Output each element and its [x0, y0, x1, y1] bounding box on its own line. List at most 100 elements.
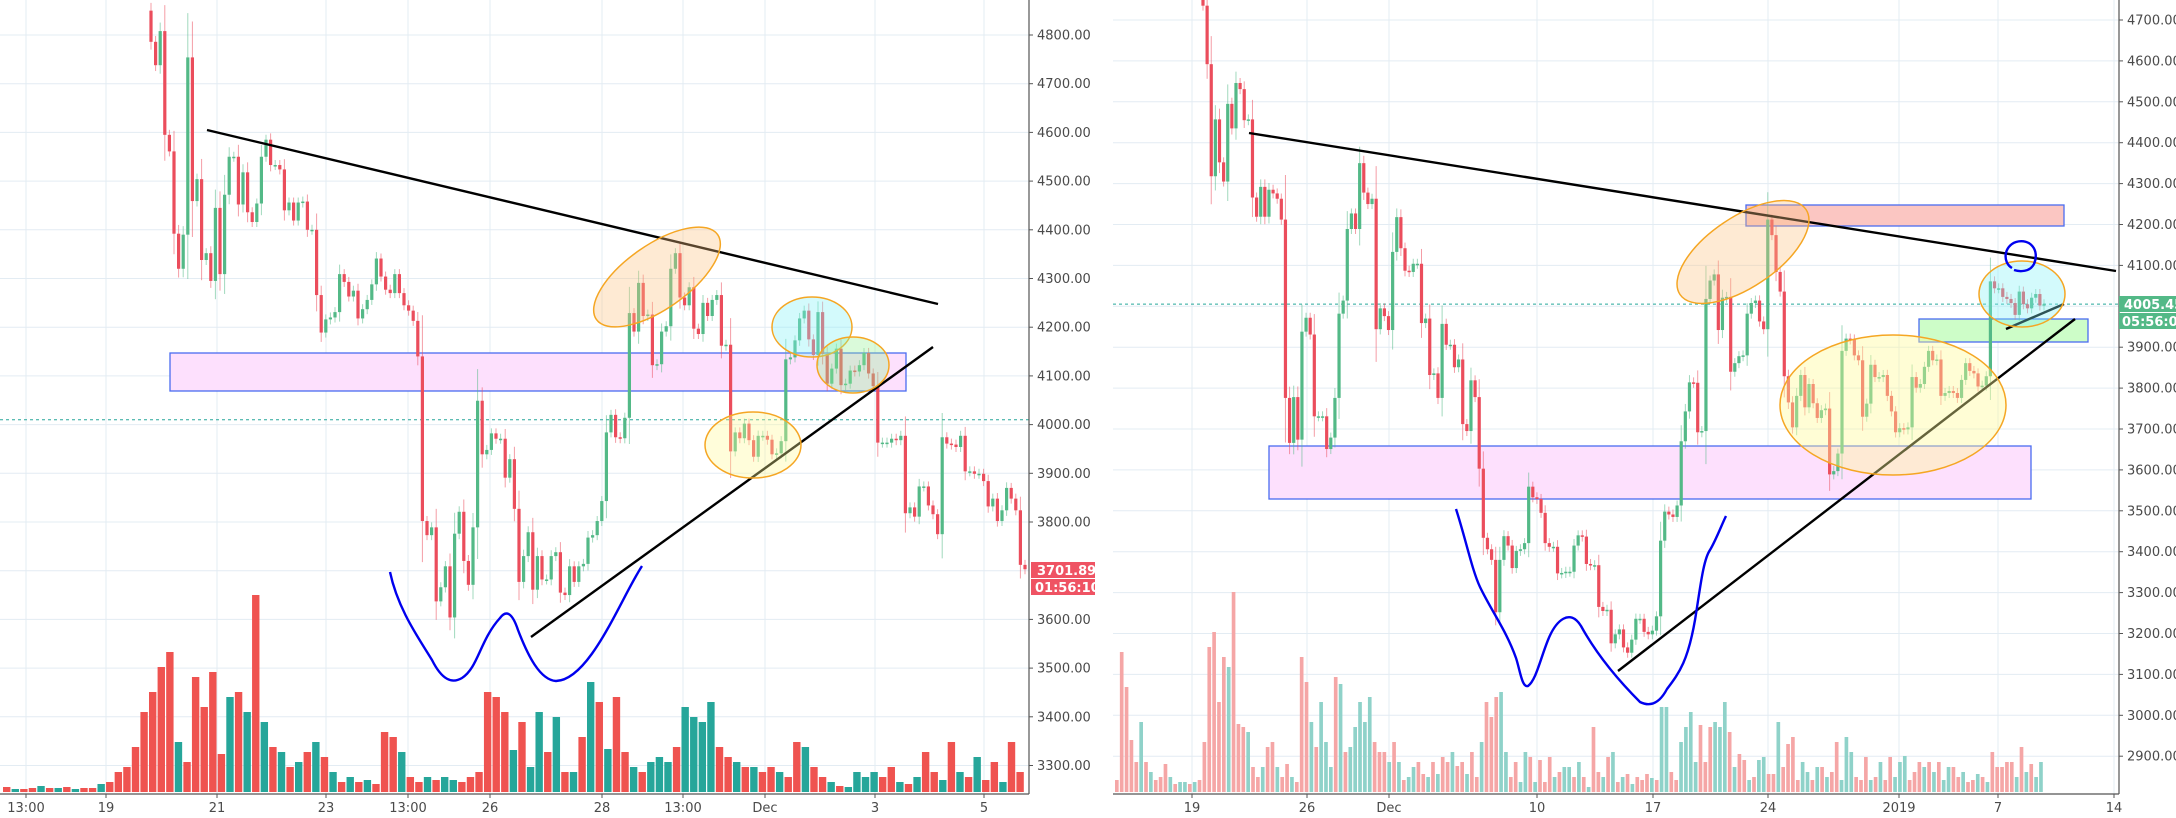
candle-body: [241, 172, 245, 205]
volume-bar: [1795, 780, 1800, 792]
volume-bar: [715, 747, 724, 792]
volume-bar: [286, 767, 294, 792]
candle-body: [324, 319, 328, 333]
left-support-zone[interactable]: [169, 352, 907, 392]
time-tick-label: 17: [1645, 801, 1662, 816]
candle-body: [890, 438, 894, 443]
candle-body: [1201, 0, 1205, 6]
candle-body: [1481, 468, 1485, 538]
candle-body: [959, 435, 963, 448]
candle-body: [1522, 543, 1527, 550]
candle-body: [830, 368, 834, 384]
volume-bar: [355, 782, 363, 792]
candle-body: [1939, 359, 1943, 396]
volume-bar: [1946, 767, 1951, 792]
candle-body: [172, 151, 176, 234]
candle-body: [1819, 410, 1823, 418]
candle-body: [706, 302, 710, 316]
left-ascending-trendline[interactable]: [530, 346, 934, 638]
right-price-axis[interactable]: 4700.00 4600.00 4500.00 4400.00 4300.00 4200.…: [2118, 0, 2176, 794]
candle-body: [1980, 385, 1984, 388]
right-time-axis[interactable]: 19 26 Dec 10 17 24 2019 7 14: [1113, 793, 2122, 816]
left-orange-ellipse[interactable]: [578, 208, 736, 345]
price-tick-label: 3300.00: [2127, 586, 2176, 601]
volume-bar: [827, 782, 835, 792]
volume-bar: [1367, 697, 1372, 792]
left-green-ellipse[interactable]: [816, 336, 890, 394]
right-orange-ellipse[interactable]: [1660, 180, 1825, 323]
volume-bar: [1893, 777, 1897, 792]
left-chart-panel[interactable]: 4800.00 4700.00 4600.00 4500.00 4400.00 4300.…: [0, 0, 1100, 816]
candle-body: [1902, 428, 1906, 430]
candle-body: [1621, 629, 1626, 648]
volume-bar: [1450, 752, 1455, 792]
candle-body: [669, 268, 673, 327]
right-volume-bars: [1115, 592, 2043, 792]
candle-body: [1972, 370, 1976, 374]
candle-body: [949, 443, 953, 446]
volume-bar: [1786, 744, 1790, 792]
candle-body: [1436, 373, 1440, 398]
candle-body: [1279, 198, 1283, 220]
volume-bar: [664, 762, 672, 792]
candle-body: [430, 527, 434, 536]
left-price-axis[interactable]: 4800.00 4700.00 4600.00 4500.00 4400.00 4300.…: [1028, 0, 1091, 794]
candle-body: [1729, 296, 1733, 372]
candle-body: [1489, 549, 1494, 560]
right-blue-circle-marker[interactable]: [2004, 240, 2037, 273]
volume-bar: [1781, 767, 1786, 792]
volume-bar: [1956, 777, 1961, 792]
volume-bar: [1363, 722, 1367, 792]
right-ascending-trendline[interactable]: [1617, 318, 2076, 672]
candle-body: [425, 521, 429, 536]
volume-bar: [1153, 780, 1158, 792]
candle-body: [1399, 217, 1403, 249]
price-tick-label: 3900.00: [2127, 341, 2176, 356]
volume-bar: [475, 772, 483, 792]
right-support-zone[interactable]: [1268, 445, 2032, 500]
candle-body: [1498, 559, 1502, 613]
right-cyan-ellipse[interactable]: [1978, 260, 2066, 328]
volume-bar: [1611, 752, 1615, 792]
candle-body: [683, 297, 687, 306]
volume-bar: [1251, 767, 1255, 792]
candle-body: [1254, 197, 1259, 217]
candle-body: [2030, 297, 2034, 309]
volume-bar: [1343, 752, 1348, 792]
candle-body: [466, 560, 470, 585]
volume-bar: [1737, 754, 1742, 792]
right-descending-trendline[interactable]: [1248, 131, 2117, 273]
price-tick-label: 4300.00: [2127, 177, 2176, 192]
volume-bar: [973, 757, 981, 792]
volume-bar: [1844, 737, 1849, 792]
left-double-bottom-curve[interactable]: [388, 565, 644, 683]
time-tick-label: 28: [594, 801, 611, 816]
volume-bar: [913, 777, 921, 792]
candle-body: [1283, 219, 1288, 398]
price-tick-label: 3500.00: [2127, 504, 2176, 519]
candle-body: [1836, 453, 1840, 472]
volume-bar: [561, 772, 569, 792]
candle-body: [462, 511, 466, 561]
candle-body: [351, 290, 355, 297]
right-yellow-ellipse[interactable]: [1779, 334, 2007, 476]
candle-body: [255, 203, 259, 223]
candle-body: [232, 156, 236, 159]
candle-body: [1626, 647, 1630, 653]
volume-bar: [1479, 742, 1484, 792]
right-breakout-zone[interactable]: [1918, 318, 2089, 343]
right-resistance-zone[interactable]: [1745, 204, 2065, 227]
left-yellow-ellipse[interactable]: [704, 411, 802, 479]
right-double-bottom-curve[interactable]: [1454, 508, 1728, 706]
right-chart-panel[interactable]: 4700.00 4600.00 4500.00 4400.00 4300.00 4200.…: [1113, 0, 2176, 816]
left-time-axis[interactable]: 13:00 19 21 23 13:00 26 28 13:00 Dec 3 5: [0, 793, 1029, 816]
right-short-trendline[interactable]: [2005, 302, 2065, 331]
volume-bar: [389, 737, 397, 792]
left-descending-trendline[interactable]: [206, 128, 939, 306]
volume-bar: [1927, 762, 1931, 792]
candle-body: [581, 563, 585, 567]
candle-body: [1642, 618, 1646, 632]
candle-body: [471, 527, 475, 585]
volume-bar: [1499, 692, 1503, 792]
